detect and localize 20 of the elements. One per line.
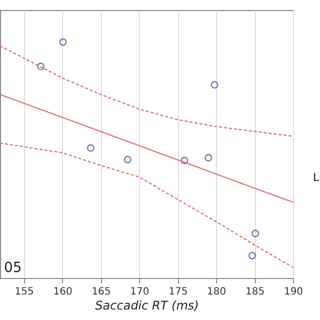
x-tick-label: 165 — [92, 286, 111, 298]
point — [36, 62, 45, 70]
x-tick-label: 155 — [14, 286, 34, 298]
text: L — [313, 171, 320, 184]
x-tick-label: 160 — [53, 286, 72, 298]
x-tick-label: 170 — [130, 286, 150, 298]
point — [180, 156, 188, 164]
point — [86, 144, 95, 152]
x-tick-label: 180 — [207, 286, 226, 298]
point — [59, 38, 67, 46]
x-axis-title: Saccadic RT (ms) — [95, 298, 199, 312]
point — [210, 81, 218, 89]
point — [124, 156, 132, 164]
point — [204, 154, 212, 162]
point — [252, 230, 260, 238]
annotation: 05 — [4, 260, 22, 276]
point — [248, 252, 256, 260]
x-tick-label: 175 — [168, 286, 188, 298]
x-tick-label: 185 — [246, 286, 265, 298]
x-tick-label: 190 — [284, 286, 304, 298]
